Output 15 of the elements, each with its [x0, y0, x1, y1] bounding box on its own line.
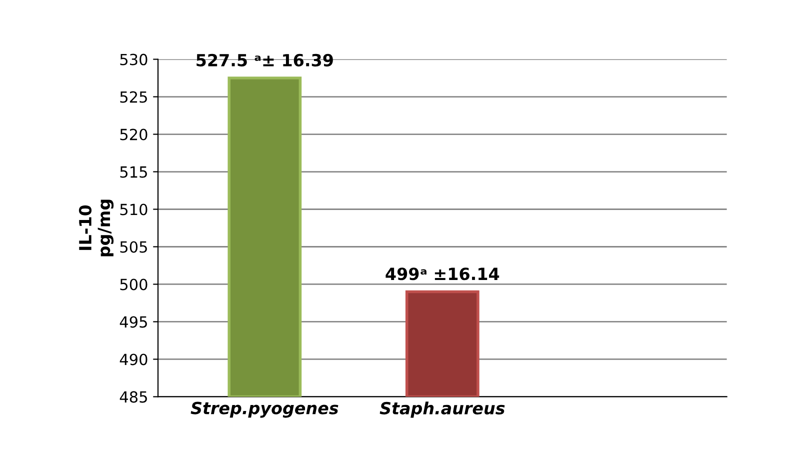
- data-label: 527.5 ᵃ± 16.39: [196, 54, 333, 66]
- y-tick-label: 495: [120, 316, 147, 328]
- y-tick-label: 525: [120, 91, 147, 103]
- y-axis-title: IL-10 pg/mg: [78, 200, 114, 256]
- y-tick-label: 505: [120, 241, 147, 253]
- y-tick-label: 520: [120, 128, 148, 140]
- y-tick-label: 485: [120, 391, 147, 403]
- data-label: 499ᵃ ±16.14: [386, 268, 500, 280]
- y-tick-label: 490: [120, 354, 148, 366]
- y-tick-label: 510: [120, 204, 148, 216]
- x-tick-label: Strep.pyogenes: [190, 402, 338, 418]
- y-tick-label: 530: [120, 54, 148, 66]
- x-tick-label: Staph.aureus: [380, 402, 505, 418]
- y-tick-label: 515: [120, 166, 147, 178]
- y-tick-label: 500: [120, 278, 148, 290]
